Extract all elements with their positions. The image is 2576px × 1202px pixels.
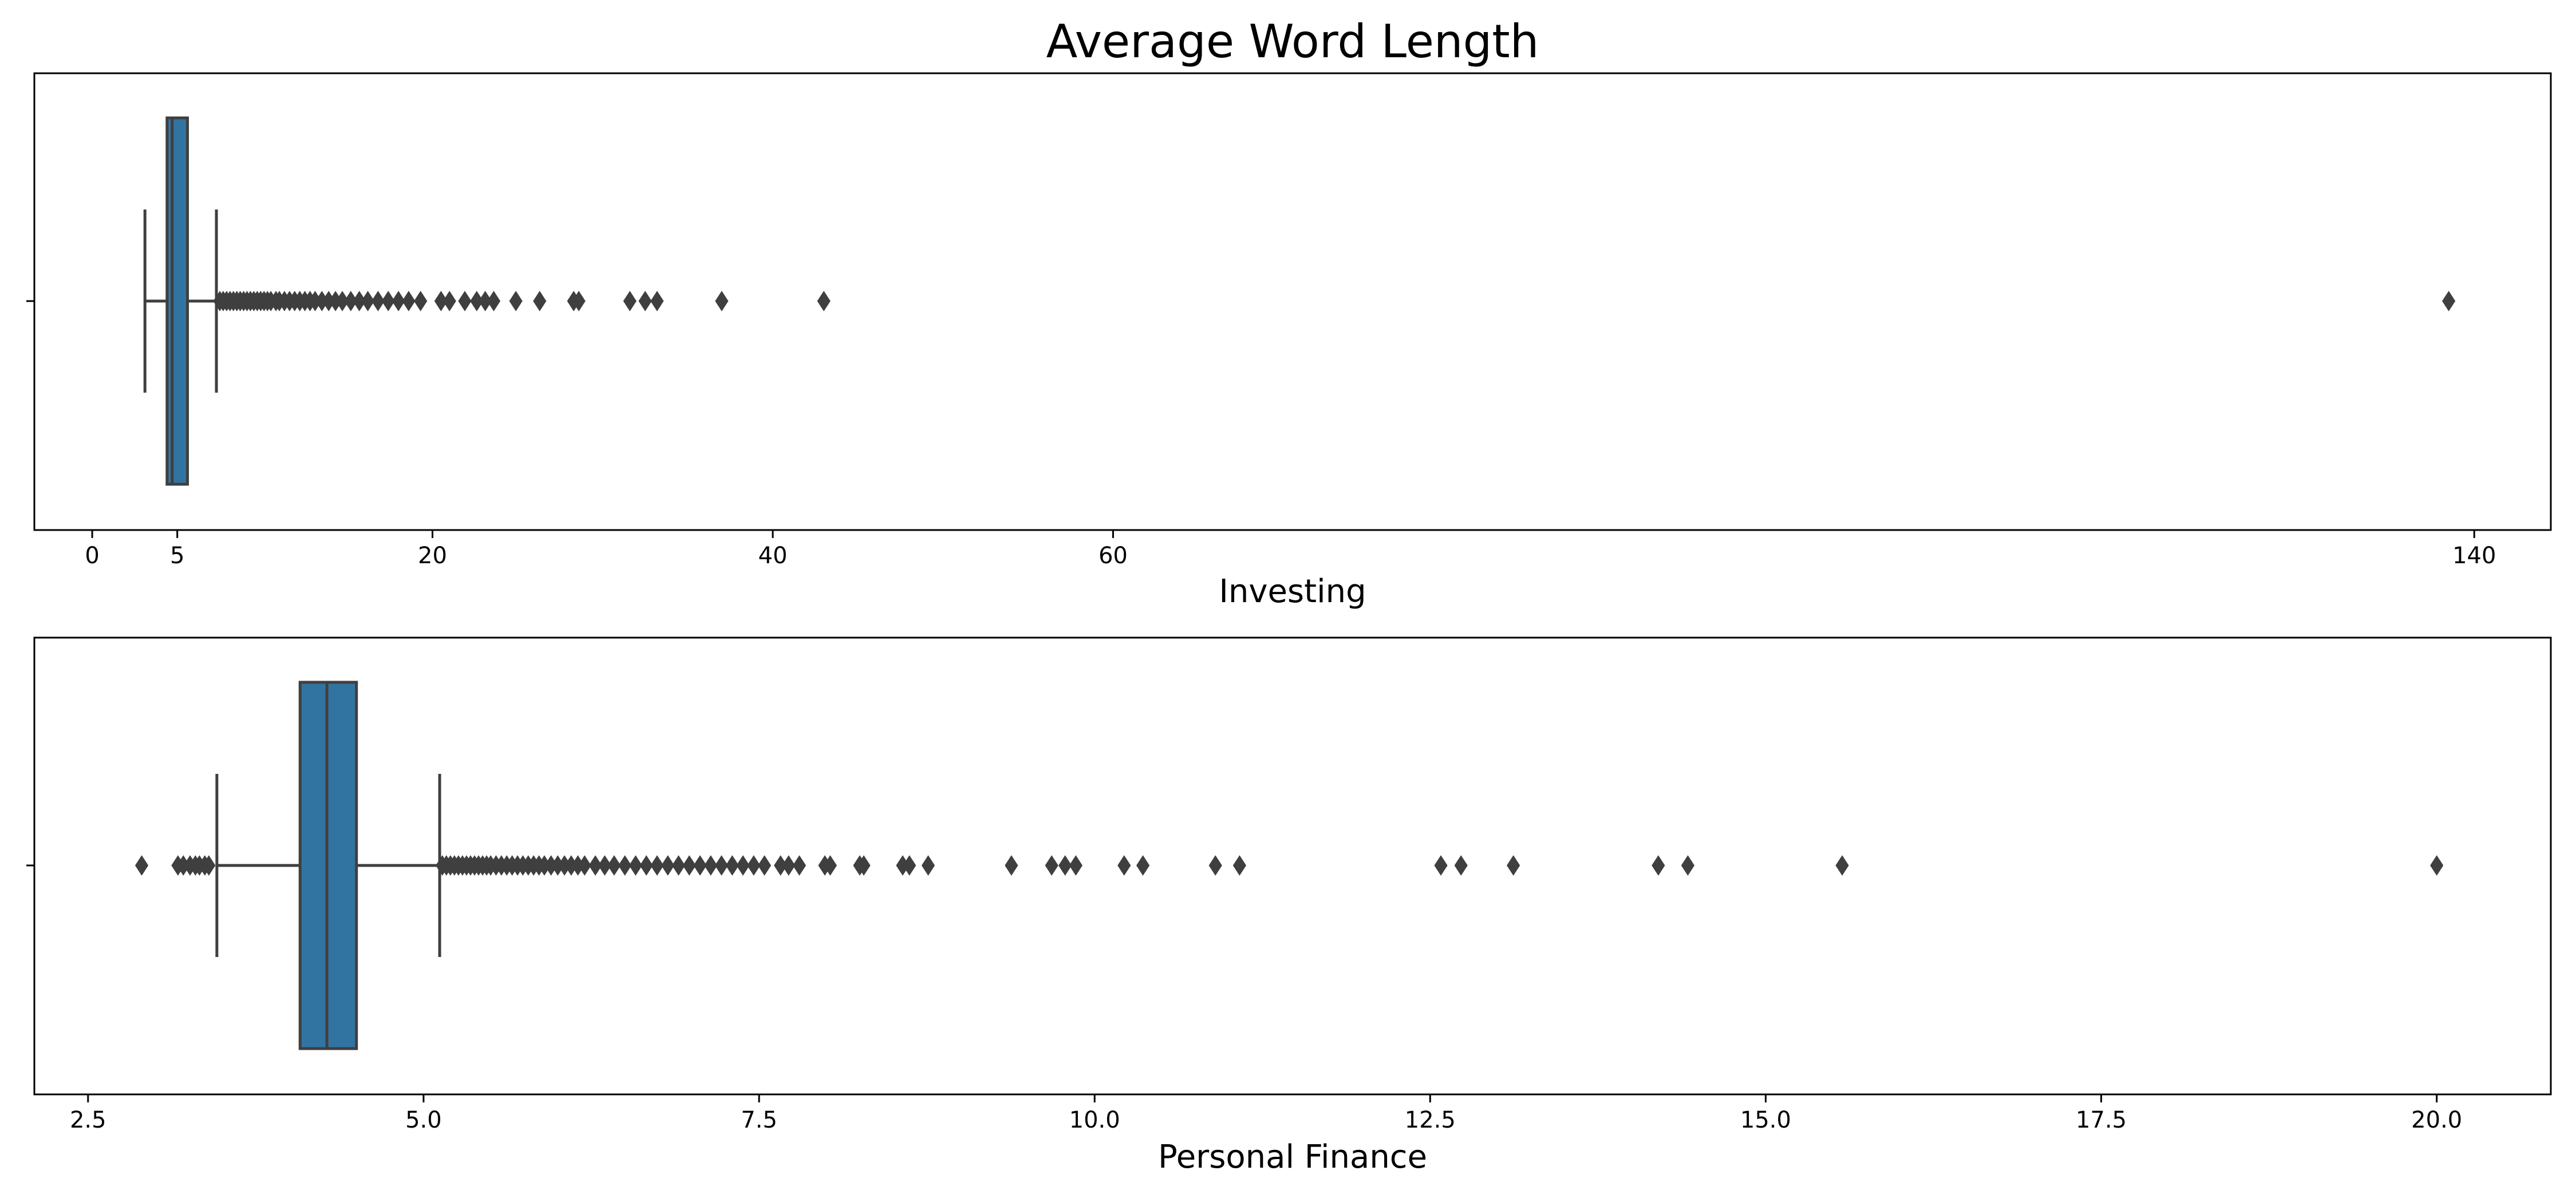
personal-finance-outlier-point [1117, 855, 1131, 876]
personal-finance-box-marks [135, 681, 2444, 1050]
personal-finance-outlier-point [1005, 855, 1018, 876]
personal-finance-outlier-point [588, 855, 602, 876]
personal-finance-outlier-point [682, 855, 696, 876]
personal-finance-outlier-point [1069, 855, 1082, 876]
investing-x-ticks: 0 5 20 40 60 140 [85, 530, 2496, 569]
investing-x-tick-label: 0 [85, 543, 99, 569]
personal-finance-outlier-point [1835, 855, 1849, 876]
investing-outlier-point [402, 291, 416, 311]
personal-finance-outlier-point [1136, 855, 1150, 876]
personal-finance-outlier-point [650, 855, 664, 876]
personal-finance-x-tick-label: 7.5 [741, 1107, 777, 1133]
personal-finance-outlier-point [823, 855, 837, 876]
personal-finance-x-tick-label: 20.0 [2411, 1107, 2462, 1133]
investing-outlier-point [414, 291, 428, 311]
investing-outlier-point [623, 291, 637, 311]
personal-finance-outlier-point [618, 855, 632, 876]
investing-x-axis-label: Investing [1219, 573, 1366, 610]
personal-finance-x-tick-label: 15.0 [1740, 1107, 1791, 1133]
personal-finance-x-tick-label: 17.5 [2076, 1107, 2127, 1133]
investing-x-tick-label: 140 [2452, 543, 2496, 569]
personal-finance-outlier-point [1232, 855, 1246, 876]
personal-finance-outlier-point [629, 855, 642, 876]
personal-finance-x-axis-label: Personal Finance [1158, 1138, 1427, 1176]
personal-finance-outlier-point [757, 855, 772, 876]
personal-finance-outlier-point [1681, 855, 1695, 876]
personal-finance-outlier-point [135, 855, 149, 876]
personal-finance-outlier-point [857, 855, 871, 876]
chart-title: Average Word Length [1046, 15, 1539, 68]
personal-finance-outlier-point [2430, 855, 2444, 876]
personal-finance-outlier-point [704, 855, 718, 876]
investing-outlier-point [371, 291, 385, 311]
personal-finance-outlier-point [671, 855, 685, 876]
personal-finance-outlier-point [578, 855, 591, 876]
investing-outlier-point [509, 291, 523, 311]
personal-finance-outlier-point [1434, 855, 1448, 876]
personal-finance-outlier-point [1454, 855, 1468, 876]
personal-finance-x-ticks: 2.5 5.0 7.5 10.0 12.5 15.0 17.5 20.0 [70, 1094, 2462, 1133]
personal-finance-outlier-point [202, 855, 216, 876]
investing-outlier-point [361, 291, 375, 311]
personal-finance-outlier-point [1208, 855, 1222, 876]
personal-finance-outlier-point [693, 855, 707, 876]
personal-finance-outlier-point [639, 855, 653, 876]
investing-outlier-point [817, 291, 831, 311]
investing-x-tick-label: 20 [418, 543, 447, 569]
investing-outlier-point [638, 291, 652, 311]
investing-x-tick-label: 5 [170, 543, 184, 569]
personal-finance-outlier-point [747, 855, 761, 876]
investing-outlier-point [487, 291, 501, 311]
investing-outlier-point [381, 291, 395, 311]
investing-x-tick-label: 60 [1099, 543, 1128, 569]
personal-finance-x-tick-label: 10.0 [1069, 1107, 1120, 1133]
personal-finance-outlier-point [661, 855, 675, 876]
personal-finance-x-tick-label: 12.5 [1405, 1107, 1456, 1133]
personal-finance-outlier-point [714, 855, 728, 876]
personal-finance-outlier-point [1058, 855, 1072, 876]
personal-finance-outlier-point [792, 855, 806, 876]
investing-outlier-point [458, 291, 472, 311]
personal-finance-outlier-point [725, 855, 739, 876]
personal-finance-outlier-point [903, 855, 916, 876]
investing-outlier-point [533, 291, 547, 311]
investing-outlier-point [650, 291, 664, 311]
personal-finance-outlier-point [782, 855, 796, 876]
investing-outlier-point [2442, 291, 2456, 311]
investing-outlier-point [715, 291, 729, 311]
personal-finance-x-tick-label: 5.0 [405, 1107, 442, 1133]
personal-finance-x-tick-label: 2.5 [70, 1107, 106, 1133]
personal-finance-outlier-point [1652, 855, 1665, 876]
investing-box-marks [143, 116, 2456, 486]
investing-outlier-point [572, 291, 586, 311]
personal-finance-outlier-point [607, 855, 621, 876]
investing-box [165, 116, 189, 486]
investing-boxplot-panel: 0 5 20 40 60 140 Investing [26, 72, 2552, 610]
personal-finance-outlier-point [1507, 855, 1520, 876]
personal-finance-outlier-point [921, 855, 935, 876]
investing-outlier-point [442, 291, 456, 311]
personal-finance-outlier-point [1045, 855, 1058, 876]
personal-finance-outlier-point [736, 855, 750, 876]
investing-outlier-point [392, 291, 405, 311]
investing-x-tick-label: 40 [758, 543, 788, 569]
personal-finance-boxplot-panel: 2.5 5.0 7.5 10.0 12.5 15.0 17.5 20.0 Personal F… [26, 636, 2552, 1176]
personal-finance-outlier-point [598, 855, 612, 876]
